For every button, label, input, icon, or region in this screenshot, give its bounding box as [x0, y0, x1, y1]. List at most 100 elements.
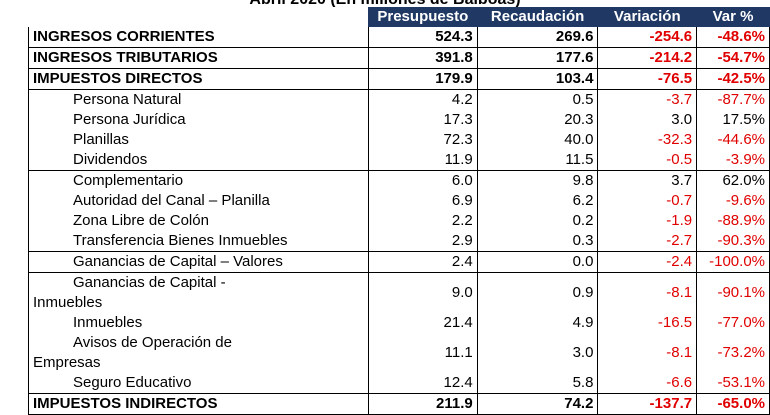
- cell-recaudacion: 103.4: [476, 68, 598, 90]
- table-row: Zona Libre de Colón 2.2 0.2 -1.9 -88.9%: [28, 211, 770, 231]
- row-label: Autoridad del Canal – Planilla: [28, 191, 369, 211]
- table-row: Persona Natural 4.2 0.5 -3.7 -87.7%: [28, 89, 770, 110]
- row-label: Complementario: [28, 170, 369, 191]
- cell-presupuesto: 6.9: [367, 191, 478, 211]
- cell-presupuesto: 6.0: [367, 170, 478, 191]
- cell-var-pct: 62.0%: [696, 170, 770, 191]
- cell-presupuesto: 4.2: [367, 89, 478, 110]
- cell-presupuesto: 211.9: [367, 393, 478, 415]
- cell-variacion: -2.4: [597, 251, 697, 273]
- revenue-table: Presupuesto Recaudación Variación Var % …: [28, 7, 770, 415]
- header-blank: [28, 7, 369, 27]
- cell-recaudacion: 0.5: [476, 89, 598, 110]
- cell-variacion: -6.6: [597, 373, 697, 394]
- cell-recaudacion: 0.0: [476, 251, 598, 273]
- table-row: Transferencia Bienes Inmuebles 2.9 0.3 -…: [28, 231, 770, 252]
- table-row: IMPUESTOS DIRECTOS 179.9 103.4 -76.5 -42…: [28, 68, 770, 90]
- table-row: INGRESOS TRIBUTARIOS 391.8 177.6 -214.2 …: [28, 47, 770, 69]
- row-label: Persona Natural: [28, 89, 369, 110]
- cell-var-pct: -87.7%: [696, 89, 770, 110]
- cell-recaudacion: 74.2: [476, 393, 598, 415]
- cell-var-pct: -90.1%: [696, 272, 770, 313]
- cell-presupuesto: 2.2: [367, 211, 478, 231]
- table-row: IMPUESTOS INDIRECTOS 211.9 74.2 -137.7 -…: [28, 393, 770, 415]
- row-label: IMPUESTOS DIRECTOS: [28, 68, 369, 90]
- cell-presupuesto: 11.9: [367, 150, 478, 171]
- cell-presupuesto: 21.4: [367, 313, 478, 333]
- cell-presupuesto: 9.0: [367, 272, 478, 313]
- row-label: IMPUESTOS INDIRECTOS: [28, 393, 369, 415]
- cell-recaudacion: 0.9: [476, 272, 598, 313]
- row-label: Persona Jurídica: [28, 110, 369, 130]
- cell-presupuesto: 72.3: [367, 130, 478, 150]
- table-row: Inmuebles 21.4 4.9 -16.5 -77.0%: [28, 313, 770, 333]
- cell-recaudacion: 177.6: [476, 47, 598, 69]
- cell-variacion: -76.5: [597, 68, 697, 90]
- cell-recaudacion: 11.5: [476, 150, 598, 171]
- cell-variacion: -254.6: [597, 27, 697, 48]
- header-row: Presupuesto Recaudación Variación Var %: [28, 7, 770, 27]
- cell-var-pct: 17.5%: [696, 110, 770, 130]
- cell-var-pct: -42.5%: [696, 68, 770, 90]
- header-variacion: Variación: [597, 7, 697, 27]
- cell-var-pct: -73.2%: [696, 333, 770, 373]
- cell-variacion: -0.7: [597, 191, 697, 211]
- cell-var-pct: -48.6%: [696, 27, 770, 48]
- cell-variacion: -2.7: [597, 231, 697, 252]
- row-label: INGRESOS TRIBUTARIOS: [28, 47, 369, 69]
- row-label-line1: Avisos de Operación de: [73, 334, 232, 351]
- cell-presupuesto: 391.8: [367, 47, 478, 69]
- row-label-wrapped: Ganancias de Capital - Inmuebles: [28, 272, 369, 313]
- table-row: Seguro Educativo 12.4 5.8 -6.6 -53.1%: [28, 373, 770, 394]
- cell-var-pct: -65.0%: [696, 393, 770, 415]
- cell-recaudacion: 9.8: [476, 170, 598, 191]
- cell-variacion: 3.0: [597, 110, 697, 130]
- cell-recaudacion: 0.2: [476, 211, 598, 231]
- cell-presupuesto: 11.1: [367, 333, 478, 373]
- row-label: Inmuebles: [28, 313, 369, 333]
- cell-presupuesto: 524.3: [367, 27, 478, 48]
- table-row: Autoridad del Canal – Planilla 6.9 6.2 -…: [28, 191, 770, 211]
- cell-var-pct: -53.1%: [696, 373, 770, 394]
- table-row: INGRESOS CORRIENTES 524.3 269.6 -254.6 -…: [28, 27, 770, 48]
- cell-recaudacion: 5.8: [476, 373, 598, 394]
- cell-recaudacion: 269.6: [476, 27, 598, 48]
- header-var-pct: Var %: [696, 7, 770, 27]
- cell-recaudacion: 3.0: [476, 333, 598, 373]
- cell-variacion: -214.2: [597, 47, 697, 69]
- cell-recaudacion: 20.3: [476, 110, 598, 130]
- cell-variacion: -16.5: [597, 313, 697, 333]
- table-body: INGRESOS CORRIENTES 524.3 269.6 -254.6 -…: [28, 27, 770, 415]
- table-row: Ganancias de Capital – Valores 2.4 0.0 -…: [28, 251, 770, 273]
- row-label: Dividendos: [28, 150, 369, 171]
- row-label-wrapped: Avisos de Operación de Empresas: [28, 333, 369, 373]
- cell-presupuesto: 17.3: [367, 110, 478, 130]
- cell-variacion: -8.1: [597, 272, 697, 313]
- row-label: INGRESOS CORRIENTES: [28, 27, 369, 48]
- table-row: Avisos de Operación de Empresas 11.1 3.0…: [28, 333, 770, 373]
- cell-var-pct: -88.9%: [696, 211, 770, 231]
- cell-var-pct: -90.3%: [696, 231, 770, 252]
- cell-variacion: -137.7: [597, 393, 697, 415]
- row-label: Planillas: [28, 130, 369, 150]
- cell-presupuesto: 179.9: [367, 68, 478, 90]
- cell-var-pct: -100.0%: [696, 251, 770, 273]
- cell-recaudacion: 4.9: [476, 313, 598, 333]
- row-label: Zona Libre de Colón: [28, 211, 369, 231]
- cell-var-pct: -3.9%: [696, 150, 770, 171]
- table-row: Persona Jurídica 17.3 20.3 3.0 17.5%: [28, 110, 770, 130]
- cell-presupuesto: 2.9: [367, 231, 478, 252]
- cell-variacion: -0.5: [597, 150, 697, 171]
- row-label: Ganancias de Capital – Valores: [28, 251, 369, 273]
- cell-recaudacion: 40.0: [476, 130, 598, 150]
- cell-recaudacion: 6.2: [476, 191, 598, 211]
- row-label: Seguro Educativo: [28, 373, 369, 394]
- table-row: Complementario 6.0 9.8 3.7 62.0%: [28, 170, 770, 191]
- cell-presupuesto: 12.4: [367, 373, 478, 394]
- cell-recaudacion: 0.3: [476, 231, 598, 252]
- row-label: Transferencia Bienes Inmuebles: [28, 231, 369, 252]
- cell-var-pct: -77.0%: [696, 313, 770, 333]
- cell-variacion: -8.1: [597, 333, 697, 373]
- header-recaudacion: Recaudación: [477, 7, 598, 27]
- table-row: Dividendos 11.9 11.5 -0.5 -3.9%: [28, 150, 770, 171]
